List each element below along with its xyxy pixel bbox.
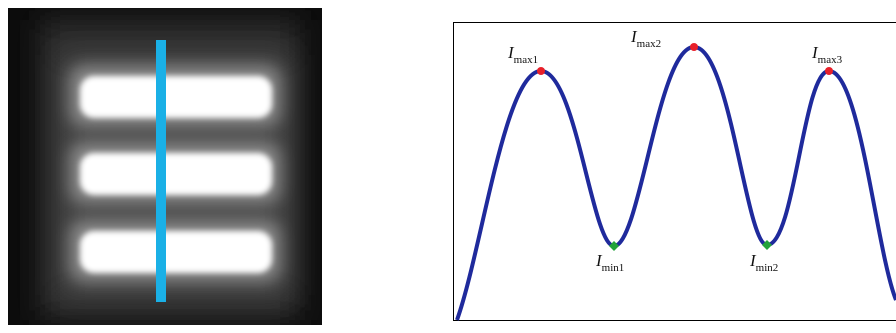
bright-bar [80,76,272,118]
intensity-image [8,8,322,325]
label-subscript: max2 [637,38,661,50]
label-subscript: max3 [818,54,843,66]
figure: Imax1 Imax2 Imax3 Imin1 Imin2 [0,0,896,333]
max-point [537,67,545,75]
max-point [690,43,698,51]
max-point [825,67,833,75]
profile-line [156,40,166,302]
label-subscript: min2 [756,262,779,274]
label-subscript: min1 [602,262,625,274]
page: {"figure": {"labels": [ {"symbol": "I", … [0,0,896,333]
label-subscript: max1 [514,54,538,66]
bright-bar [80,231,272,273]
bright-bar [80,153,272,195]
